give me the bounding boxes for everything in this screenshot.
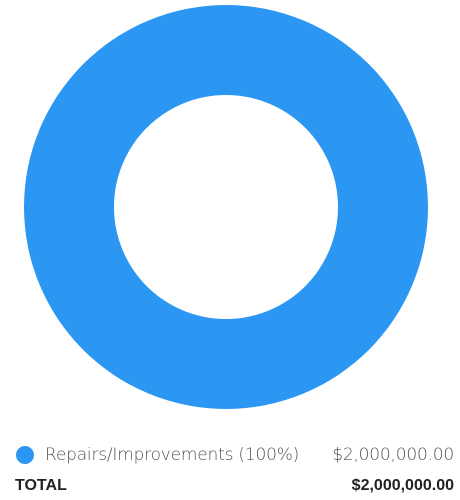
total-row: TOTAL $2,000,000.00 <box>15 474 454 498</box>
donut-chart <box>24 5 428 409</box>
legend-amount: $2,000,000.00 <box>332 445 454 465</box>
donut-chart-svg <box>24 5 428 409</box>
legend-item: Repairs/Improvements (100%) $2,000,000.0… <box>16 442 454 468</box>
total-amount: $2,000,000.00 <box>351 477 454 494</box>
donut-slice-repairs-improvements <box>24 5 428 409</box>
legend-label: Repairs/Improvements (100%) <box>45 445 300 465</box>
legend-swatch <box>16 446 34 464</box>
total-label: TOTAL <box>15 477 67 494</box>
